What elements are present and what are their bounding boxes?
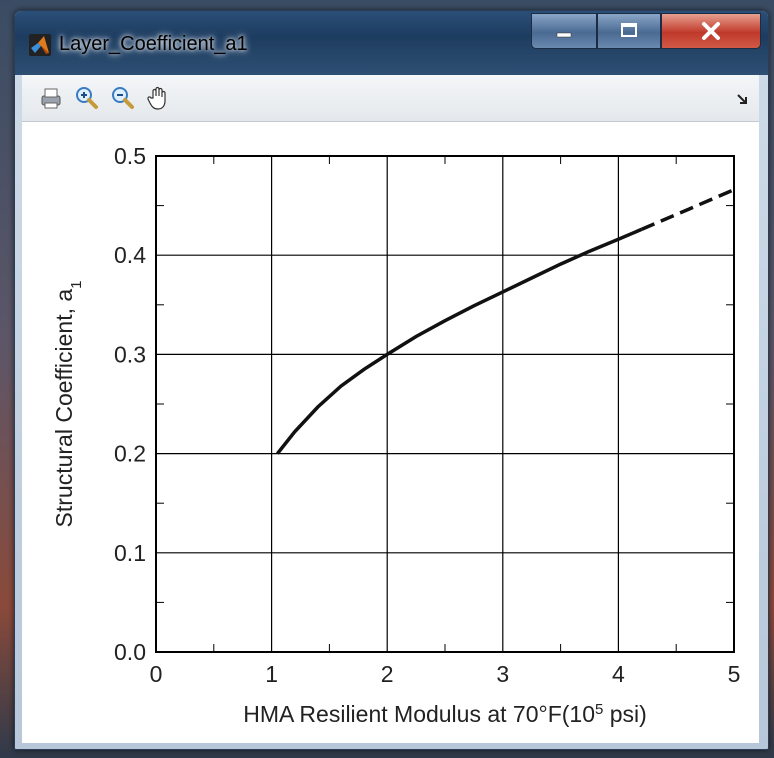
x-axis-label: HMA Resilient Modulus at 70°F(105 psi) — [243, 701, 647, 728]
title-bar[interactable]: Layer_Coefficient_a1 — [15, 11, 768, 75]
close-button[interactable] — [661, 13, 761, 49]
x-tick-label: 5 — [728, 661, 741, 687]
close-icon — [702, 22, 720, 40]
print-icon — [41, 88, 61, 109]
window-title: Layer_Coefficient_a1 — [59, 33, 248, 55]
line-chart: 0 1 2 3 4 5 0.0 0.1 0.2 0.3 0.4 0.5 HMA Resilient Mo… — [51, 143, 741, 728]
maximize-icon — [621, 23, 637, 37]
series-line-solid — [276, 227, 643, 455]
figure-toolbar — [22, 75, 759, 122]
dock-button[interactable] — [733, 89, 753, 109]
matlab-logo-icon — [29, 34, 51, 56]
y-tick-label: 0.0 — [114, 639, 146, 665]
minimize-icon — [556, 32, 572, 38]
y-tick-label: 0.5 — [114, 143, 146, 169]
figure-canvas: 0 1 2 3 4 5 0.0 0.1 0.2 0.3 0.4 0.5 HMA Resilient Mo… — [22, 122, 759, 743]
pan-button[interactable] — [142, 81, 176, 115]
x-tick-label: 2 — [381, 661, 394, 687]
x-tick-label: 3 — [496, 661, 509, 687]
x-tick-label: 1 — [265, 661, 278, 687]
y-tick-label: 0.2 — [114, 441, 146, 467]
zoom-out-icon — [112, 87, 134, 109]
zoom-out-button[interactable] — [106, 81, 140, 115]
series-line-dashed — [640, 188, 735, 232]
x-tick-label: 4 — [612, 661, 625, 687]
x-tick-label: 0 — [150, 661, 163, 687]
y-axis-label: Structural Coefficient, a1 — [51, 281, 85, 528]
y-tick-label: 0.3 — [114, 341, 146, 367]
dock-arrow-icon — [737, 94, 747, 104]
zoom-in-button[interactable] — [70, 81, 104, 115]
y-tick-label: 0.4 — [114, 242, 146, 268]
figure-window: Layer_Coefficient_a1 — [14, 10, 769, 750]
minimize-button[interactable] — [531, 13, 597, 49]
print-button[interactable] — [34, 81, 68, 115]
zoom-in-icon — [76, 87, 98, 109]
maximize-button[interactable] — [597, 13, 661, 49]
plot-frame — [155, 155, 735, 653]
pan-hand-icon — [147, 86, 166, 110]
y-tick-label: 0.1 — [114, 540, 146, 566]
